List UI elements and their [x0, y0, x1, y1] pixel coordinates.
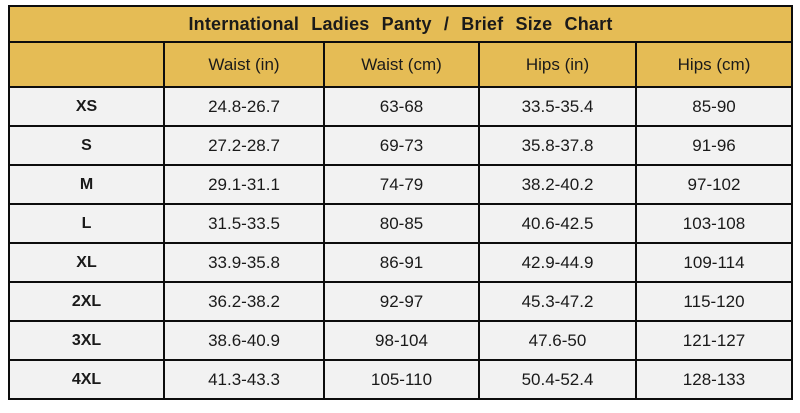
value-cell: 33.5-35.4 [478, 86, 637, 127]
header-row: Waist (in) Waist (cm) Hips (in) Hips (cm… [8, 41, 793, 88]
value-cell: 38.2-40.2 [478, 164, 637, 205]
value-cell: 69-73 [323, 125, 480, 166]
table-row: M 29.1-31.1 74-79 38.2-40.2 97-102 [8, 164, 793, 205]
size-cell: S [8, 125, 165, 166]
col-header-waist-cm: Waist (cm) [323, 41, 480, 88]
value-cell: 109-114 [635, 242, 793, 283]
value-cell: 40.6-42.5 [478, 203, 637, 244]
value-cell: 128-133 [635, 359, 793, 400]
table-row: XL 33.9-35.8 86-91 42.9-44.9 109-114 [8, 242, 793, 283]
value-cell: 38.6-40.9 [163, 320, 325, 361]
table-row: 4XL 41.3-43.3 105-110 50.4-52.4 128-133 [8, 359, 793, 400]
table-row: S 27.2-28.7 69-73 35.8-37.8 91-96 [8, 125, 793, 166]
value-cell: 50.4-52.4 [478, 359, 637, 400]
title-row: International Ladies Panty / Brief Size … [8, 5, 793, 43]
col-header-hips-in: Hips (in) [478, 41, 637, 88]
size-cell: XS [8, 86, 165, 127]
value-cell: 42.9-44.9 [478, 242, 637, 283]
value-cell: 103-108 [635, 203, 793, 244]
value-cell: 35.8-37.8 [478, 125, 637, 166]
value-cell: 97-102 [635, 164, 793, 205]
value-cell: 121-127 [635, 320, 793, 361]
size-cell: 2XL [8, 281, 165, 322]
value-cell: 91-96 [635, 125, 793, 166]
table-row: XS 24.8-26.7 63-68 33.5-35.4 85-90 [8, 86, 793, 127]
table-row: 3XL 38.6-40.9 98-104 47.6-50 121-127 [8, 320, 793, 361]
col-header-size [8, 41, 165, 88]
value-cell: 85-90 [635, 86, 793, 127]
value-cell: 31.5-33.5 [163, 203, 325, 244]
value-cell: 27.2-28.7 [163, 125, 325, 166]
size-chart-table: International Ladies Panty / Brief Size … [8, 5, 793, 400]
value-cell: 105-110 [323, 359, 480, 400]
table-row: 2XL 36.2-38.2 92-97 45.3-47.2 115-120 [8, 281, 793, 322]
value-cell: 92-97 [323, 281, 480, 322]
size-cell: 4XL [8, 359, 165, 400]
value-cell: 115-120 [635, 281, 793, 322]
col-header-waist-in: Waist (in) [163, 41, 325, 88]
value-cell: 33.9-35.8 [163, 242, 325, 283]
value-cell: 63-68 [323, 86, 480, 127]
size-cell: XL [8, 242, 165, 283]
size-cell: L [8, 203, 165, 244]
value-cell: 41.3-43.3 [163, 359, 325, 400]
value-cell: 86-91 [323, 242, 480, 283]
size-cell: 3XL [8, 320, 165, 361]
col-header-hips-cm: Hips (cm) [635, 41, 793, 88]
value-cell: 29.1-31.1 [163, 164, 325, 205]
chart-title: International Ladies Panty / Brief Size … [8, 5, 793, 43]
value-cell: 80-85 [323, 203, 480, 244]
value-cell: 98-104 [323, 320, 480, 361]
value-cell: 47.6-50 [478, 320, 637, 361]
table-row: L 31.5-33.5 80-85 40.6-42.5 103-108 [8, 203, 793, 244]
size-cell: M [8, 164, 165, 205]
value-cell: 45.3-47.2 [478, 281, 637, 322]
value-cell: 36.2-38.2 [163, 281, 325, 322]
value-cell: 24.8-26.7 [163, 86, 325, 127]
value-cell: 74-79 [323, 164, 480, 205]
